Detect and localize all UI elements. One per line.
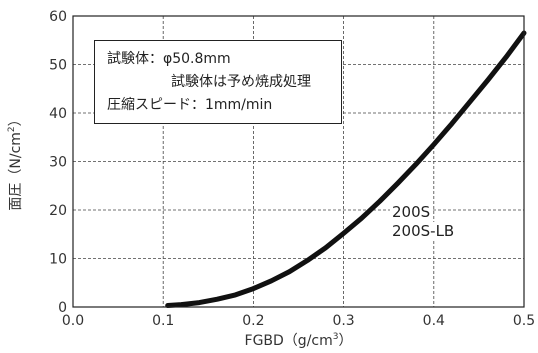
tick-labels: 0.0 0.1 0.2 0.3 0.4 0.5 0 10 20 30 40 50 60 bbox=[49, 9, 535, 329]
x-tick-label: 0.1 bbox=[152, 313, 174, 329]
conditions-box: 試験体：φ50.8mm 試験体は予め焼成処理 圧縮スピード：1mm/min bbox=[94, 40, 342, 124]
y-tick-label: 40 bbox=[49, 106, 67, 122]
series-label-200s: 200S bbox=[390, 203, 433, 221]
x-tick-label: 0.4 bbox=[423, 313, 445, 329]
y-axis-label: 面圧（N/cm2） bbox=[7, 112, 24, 210]
series-lines bbox=[165, 30, 527, 308]
series-label-200s-lb: 200S-LB bbox=[390, 222, 457, 240]
y-tick-label: 0 bbox=[58, 300, 67, 316]
annotation-pretreatment: 試験体は予め焼成処理 bbox=[171, 74, 311, 90]
annotation-specimen-size: 試験体：φ50.8mm bbox=[107, 51, 231, 67]
x-tick-label: 0.3 bbox=[332, 313, 354, 329]
y-tick-label: 20 bbox=[49, 203, 67, 219]
y-tick-label: 30 bbox=[49, 155, 67, 171]
x-axis-label: FGBD（g/cm3） bbox=[245, 332, 353, 349]
y-tick-label: 60 bbox=[49, 9, 67, 25]
y-tick-label: 50 bbox=[49, 58, 67, 74]
x-tick-label: 0.5 bbox=[513, 313, 535, 329]
x-tick-label: 0.0 bbox=[62, 313, 84, 329]
plot-frame bbox=[72, 15, 525, 308]
y-tick-label: 10 bbox=[49, 252, 67, 268]
series-line-200s-lb bbox=[166, 31, 526, 307]
annotation-compression-speed: 圧縮スピード：1mm/min bbox=[107, 97, 273, 113]
x-tick-label: 0.2 bbox=[242, 313, 264, 329]
